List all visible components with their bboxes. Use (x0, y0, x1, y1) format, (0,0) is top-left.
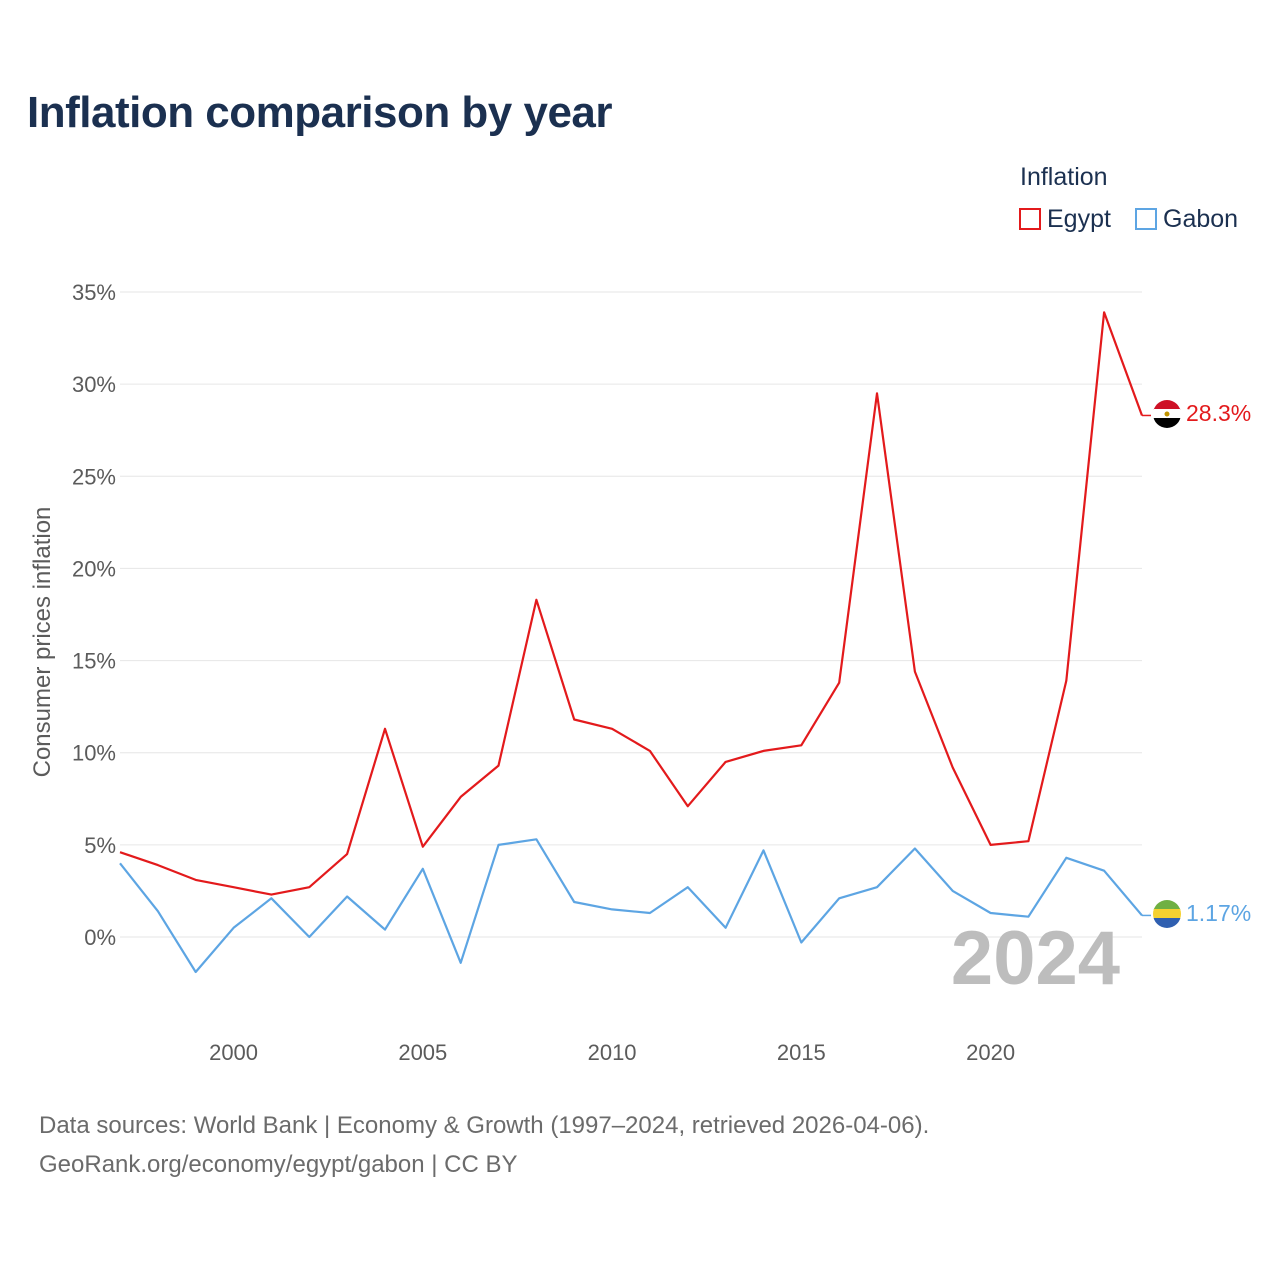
series-line-gabon (119, 838, 1143, 974)
y-tick-label: 30% (72, 372, 116, 397)
y-tick-label: 15% (72, 649, 116, 674)
y-tick-label: 35% (72, 280, 116, 305)
x-axis-ticks: 2000 2005 2010 2015 2020 (209, 1040, 1015, 1065)
footer: Data sources: World Bank | Economy & Gro… (39, 1106, 929, 1184)
y-tick-label: 25% (72, 464, 116, 489)
x-tick-label: 2015 (777, 1040, 826, 1065)
page-title: Inflation comparison by year (27, 88, 613, 137)
series-line-egypt (119, 311, 1144, 896)
current-year-watermark: 2024 (951, 916, 1120, 1001)
x-tick-label: 2000 (209, 1040, 258, 1065)
egypt-end-value-label: 28.3% (1186, 400, 1251, 426)
legend-item-egypt[interactable]: Egypt (1019, 204, 1111, 234)
legend-label-egypt: Egypt (1047, 204, 1111, 233)
attribution-text: GeoRank.org/economy/egypt/gabon | CC BY (39, 1151, 518, 1178)
legend-swatch-egypt (1019, 208, 1041, 230)
y-tick-label: 0% (84, 925, 116, 950)
y-axis-ticks: 0% 5% 10% 15% 20% 25% 30% 35% (72, 280, 116, 950)
y-tick-label: 5% (84, 833, 116, 858)
y-tick-label: 10% (72, 741, 116, 766)
x-tick-label: 2005 (398, 1040, 447, 1065)
grid-lines (120, 291, 1142, 938)
y-tick-label: 20% (72, 556, 116, 581)
data-source-text: Data sources: World Bank | Economy & Gro… (39, 1112, 930, 1139)
series-lines (119, 311, 1151, 974)
x-tick-label: 2010 (588, 1040, 637, 1065)
legend-item-gabon[interactable]: Gabon (1135, 204, 1238, 234)
gabon-flag-icon (1153, 900, 1181, 928)
gabon-end-value-label: 1.17% (1186, 900, 1251, 926)
legend-title: Inflation (1020, 163, 1108, 191)
legend-label-gabon: Gabon (1163, 204, 1239, 233)
line-chart: 0%5%10%15%20%25%30%35% 2000 2005 2010 2015 2… (29, 280, 1251, 1065)
x-tick-label: 2020 (966, 1040, 1015, 1065)
egypt-flag-icon (1153, 400, 1181, 428)
legend-swatch-gabon (1135, 208, 1157, 230)
y-axis-label: Consumer prices inflation (29, 507, 56, 778)
